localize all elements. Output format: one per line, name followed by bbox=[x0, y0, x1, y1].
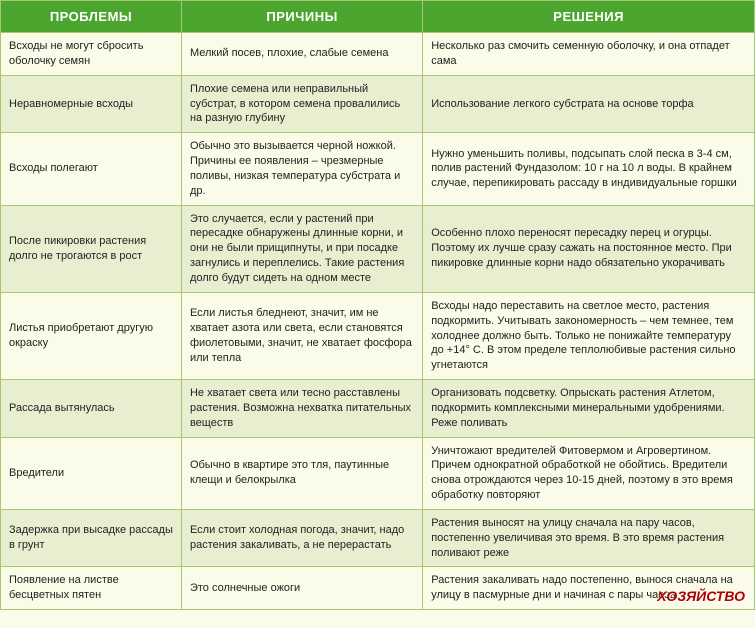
table-row: Появление на листве бесцветных пятен Это… bbox=[1, 567, 755, 610]
cell-solution: Уничтожают вредителей Фитовермом и Агров… bbox=[423, 437, 755, 509]
cell-problem: Появление на листве бесцветных пятен bbox=[1, 567, 182, 610]
table-row: Задержка при высадке рассады в грунт Есл… bbox=[1, 509, 755, 567]
problems-table: ПРОБЛЕМЫ ПРИЧИНЫ РЕШЕНИЯ Всходы не могут… bbox=[0, 0, 755, 610]
table-header-row: ПРОБЛЕМЫ ПРИЧИНЫ РЕШЕНИЯ bbox=[1, 1, 755, 33]
cell-problem: После пикировки растения долго не трогаю… bbox=[1, 205, 182, 292]
cell-solution: Всходы надо переставить на светлое место… bbox=[423, 292, 755, 379]
cell-solution: Использование легкого субстрата на основ… bbox=[423, 75, 755, 133]
col-header-causes: ПРИЧИНЫ bbox=[181, 1, 422, 33]
cell-solution: Особенно плохо переносят пересадку перец… bbox=[423, 205, 755, 292]
cell-problem: Задержка при высадке рассады в грунт bbox=[1, 509, 182, 567]
cell-solution: Растения закаливать надо постепенно, вын… bbox=[423, 567, 755, 610]
cell-solution: Несколько раз смочить семенную оболочку,… bbox=[423, 33, 755, 76]
cell-problem: Вредители bbox=[1, 437, 182, 509]
table-row: Неравномерные всходы Плохие семена или н… bbox=[1, 75, 755, 133]
table-row: Рассада вытянулась Не хватает света или … bbox=[1, 380, 755, 438]
col-header-problems: ПРОБЛЕМЫ bbox=[1, 1, 182, 33]
cell-problem: Всходы полегают bbox=[1, 133, 182, 205]
cell-problem: Неравномерные всходы bbox=[1, 75, 182, 133]
table-row: Вредители Обычно в квартире это тля, пау… bbox=[1, 437, 755, 509]
table-body: Всходы не могут сбросить оболочку семян … bbox=[1, 33, 755, 610]
cell-solution: Нужно уменьшить поливы, подсыпать слой п… bbox=[423, 133, 755, 205]
cell-cause: Если листья бледнеют, значит, им не хват… bbox=[181, 292, 422, 379]
cell-solution: Растения выносят на улицу сначала на пар… bbox=[423, 509, 755, 567]
cell-cause: Мелкий посев, плохие, слабые семена bbox=[181, 33, 422, 76]
cell-cause: Это случается, если у растений при перес… bbox=[181, 205, 422, 292]
cell-cause: Обычно это вызывается черной ножкой. При… bbox=[181, 133, 422, 205]
table-row: Всходы полегают Обычно это вызывается че… bbox=[1, 133, 755, 205]
cell-cause: Это солнечные ожоги bbox=[181, 567, 422, 610]
cell-problem: Листья приобретают другую окраску bbox=[1, 292, 182, 379]
cell-cause: Обычно в квартире это тля, паутинные кле… bbox=[181, 437, 422, 509]
cell-solution: Организовать подсветку. Опрыскать растен… bbox=[423, 380, 755, 438]
cell-problem: Рассада вытянулась bbox=[1, 380, 182, 438]
table-row: Всходы не могут сбросить оболочку семян … bbox=[1, 33, 755, 76]
table-row: Листья приобретают другую окраску Если л… bbox=[1, 292, 755, 379]
cell-cause: Не хватает света или тесно расставлены р… bbox=[181, 380, 422, 438]
table-row: После пикировки растения долго не трогаю… bbox=[1, 205, 755, 292]
cell-cause: Плохие семена или неправильный субстрат,… bbox=[181, 75, 422, 133]
cell-cause: Если стоит холодная погода, значит, надо… bbox=[181, 509, 422, 567]
col-header-solutions: РЕШЕНИЯ bbox=[423, 1, 755, 33]
cell-problem: Всходы не могут сбросить оболочку семян bbox=[1, 33, 182, 76]
